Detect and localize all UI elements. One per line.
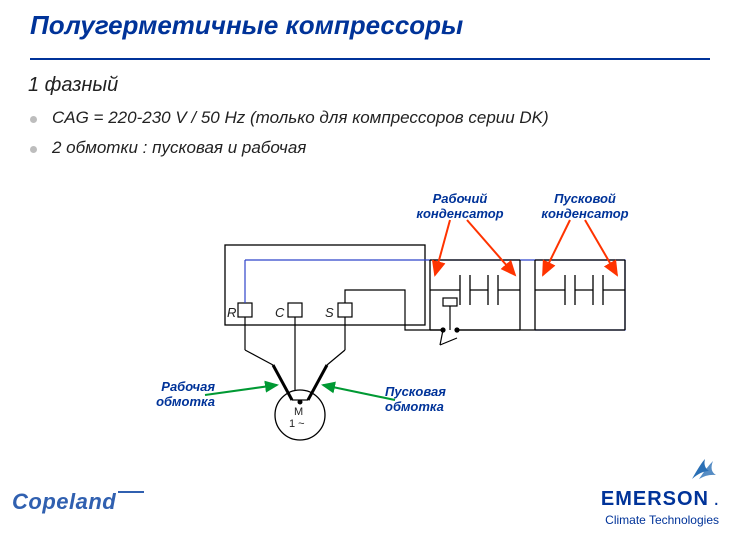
emerson-flame-icon: [689, 457, 719, 486]
bullet-item: 2 обмотки : пусковая и рабочая: [30, 138, 690, 158]
terminal-S-label: S: [325, 305, 334, 320]
copeland-logo: Copeland: [12, 489, 116, 515]
motor-M: M: [294, 406, 303, 418]
bullet-item: CAG = 220-230 V / 50 Hz (только для комп…: [30, 108, 690, 128]
bullet-list: CAG = 220-230 V / 50 Hz (только для комп…: [30, 108, 690, 168]
title-underline: [30, 58, 710, 60]
emerson-logo: EMERSON . Climate Technologies: [601, 457, 719, 529]
slide: Полугерметичные компрессоры 1 фазный CAG…: [0, 0, 733, 543]
slide-title: Полугерметичные компрессоры: [30, 10, 733, 41]
title-block: Полугерметичные компрессоры: [0, 10, 733, 45]
schematic-svg: [145, 190, 635, 480]
terminal-C-label: C: [275, 305, 284, 320]
terminal-R-label: R: [227, 305, 236, 320]
circuit-diagram: R C S M 1 ~ Рабочийконденсатор Пусковойк…: [145, 190, 635, 480]
start-cap-label: Пусковойконденсатор: [530, 192, 640, 222]
start-winding-label: Пусковаяобмотка: [385, 385, 465, 415]
emerson-tagline: Climate Technologies: [605, 513, 719, 527]
run-winding-label: Рабочаяобмотка: [140, 380, 215, 410]
run-cap-label: Рабочийконденсатор: [410, 192, 510, 222]
emerson-wordmark: EMERSON: [601, 488, 709, 510]
motor-phase: 1 ~: [289, 418, 305, 430]
subtitle: 1 фазный: [28, 74, 118, 97]
